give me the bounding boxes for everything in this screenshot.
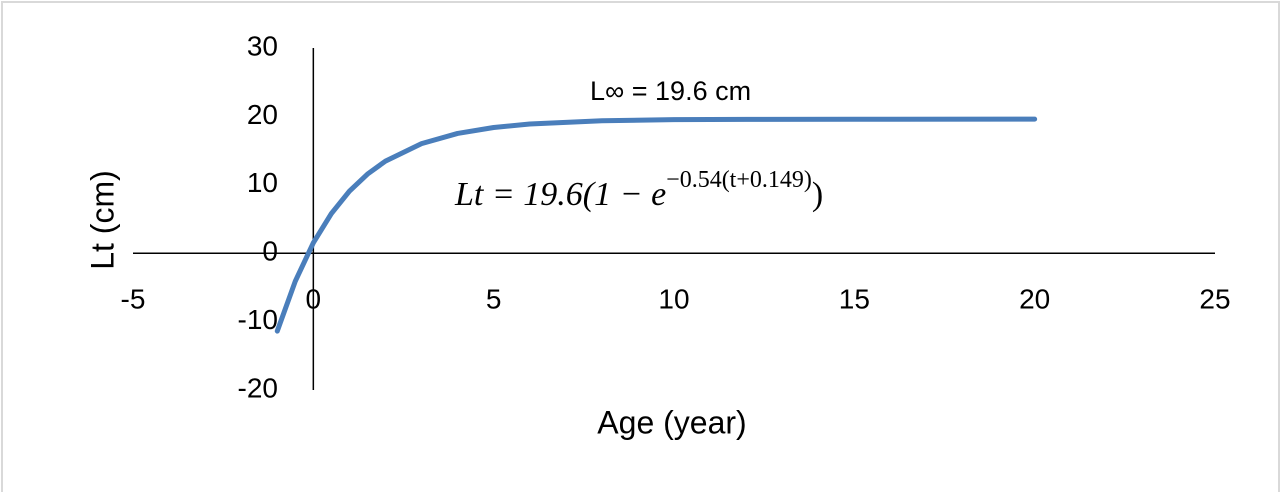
x-tick-label: 15 <box>839 284 870 315</box>
y-tick-label: 30 <box>247 30 278 61</box>
annotation: L∞ = 19.6 cm <box>590 76 751 106</box>
x-tick-label: 0 <box>306 284 322 315</box>
y-axis-title: Lt (cm) <box>84 170 120 270</box>
line-series <box>274 116 1038 334</box>
y-tick-label: -20 <box>238 372 278 403</box>
y-tick-label: 10 <box>247 167 278 198</box>
x-tick-label: 25 <box>1199 284 1230 315</box>
equation-base: Lt = 19.6(1 − e <box>454 176 666 213</box>
x-tick-label: 10 <box>658 284 689 315</box>
equation: Lt = 19.6(1 − e−0.54(t+0.149)) <box>454 167 823 213</box>
y-tick-label: 20 <box>247 99 278 130</box>
x-tick-label: 20 <box>1019 284 1050 315</box>
equation-exponent: −0.54(t+0.149) <box>666 167 812 193</box>
equation-close: ) <box>812 176 823 213</box>
y-tick-label: -10 <box>238 304 278 335</box>
x-tick-label: 5 <box>486 284 502 315</box>
x-tick-label: -5 <box>121 284 146 315</box>
y-tick-label: 0 <box>262 236 278 267</box>
x-axis-title: Age (year) <box>597 404 746 440</box>
